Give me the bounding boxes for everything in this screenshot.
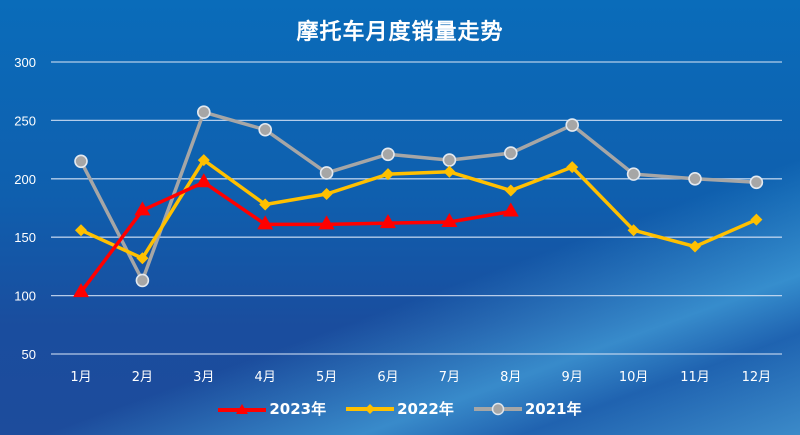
circle-marker [135,273,150,288]
triangle-marker [318,215,335,230]
diamond-marker [136,252,149,265]
circle-marker [381,147,395,162]
x-tick-label: 7月 [439,370,460,385]
circle-marker [503,146,518,160]
x-tick-label: 11月 [680,370,710,385]
diamond-marker [566,161,579,174]
legend-label: 2021年 [524,400,582,418]
diamond-marker [320,187,333,200]
y-tick-label: 250 [14,113,36,128]
triangle-marker-icon [218,403,267,414]
x-tick-label: 12月 [742,370,772,385]
legend-label: 2022年 [397,400,454,418]
circle-marker [626,167,641,181]
legend: 2023年 2022年 2021年 [0,398,800,419]
circle-marker [749,175,764,190]
diamond-marker-icon [346,403,395,414]
circle-marker [442,153,457,167]
diamond-marker [443,165,456,178]
triangle-marker [73,283,89,298]
gridlines [51,61,782,355]
triangle-marker [502,202,519,217]
diamond-marker [75,224,87,237]
legend-item-2021: 2021年 [473,398,582,419]
triangle-marker [257,215,274,230]
x-tick-label: 6月 [377,370,398,385]
series-2023年 [73,173,519,298]
y-tick-label: 100 [14,289,36,304]
triangle-marker [380,214,396,229]
legend-label: 2023年 [269,400,327,418]
legend-item-2023: 2023年 [218,398,326,419]
x-tick-label: 4月 [255,370,276,385]
diamond-marker [259,198,272,211]
x-tick-label: 1月 [70,370,91,385]
circle-marker-icon [473,402,522,415]
circle-marker [197,105,211,120]
x-tick-label: 8月 [500,370,521,385]
y-axis-ticks: 50 100 150 200 250 300 [14,55,36,362]
circle-marker [74,154,88,169]
y-tick-label: 200 [14,172,36,187]
x-tick-label: 5月 [316,370,337,385]
y-tick-label: 150 [14,230,36,245]
circle-marker [258,122,273,137]
series-lines [73,105,764,298]
x-axis-ticks: 1月 2月 3月 4月 5月 6月 7月 8月 9月 10月 11月 12月 [70,370,771,385]
diamond-marker [750,213,763,226]
diamond-marker [197,154,210,167]
triangle-marker [134,201,151,216]
diamond-marker [627,224,640,237]
x-tick-label: 3月 [193,370,214,385]
legend-item-2022: 2022年 [346,398,454,419]
y-tick-label: 300 [14,55,36,70]
circle-marker [688,172,702,186]
series-2021年 [74,105,764,288]
circle-marker [319,166,334,180]
x-tick-label: 9月 [562,370,583,385]
triangle-marker [441,213,458,228]
circle-marker [565,118,580,132]
triangle-marker [195,173,212,188]
chart-title: 摩托车月度销量走势 [296,20,504,45]
diamond-marker [689,240,701,253]
y-tick-label: 50 [22,347,36,362]
x-tick-label: 10月 [619,370,649,385]
diamond-marker [504,184,517,197]
diamond-marker [382,168,394,181]
x-tick-label: 2月 [132,370,153,385]
series-2022年 [75,154,763,265]
